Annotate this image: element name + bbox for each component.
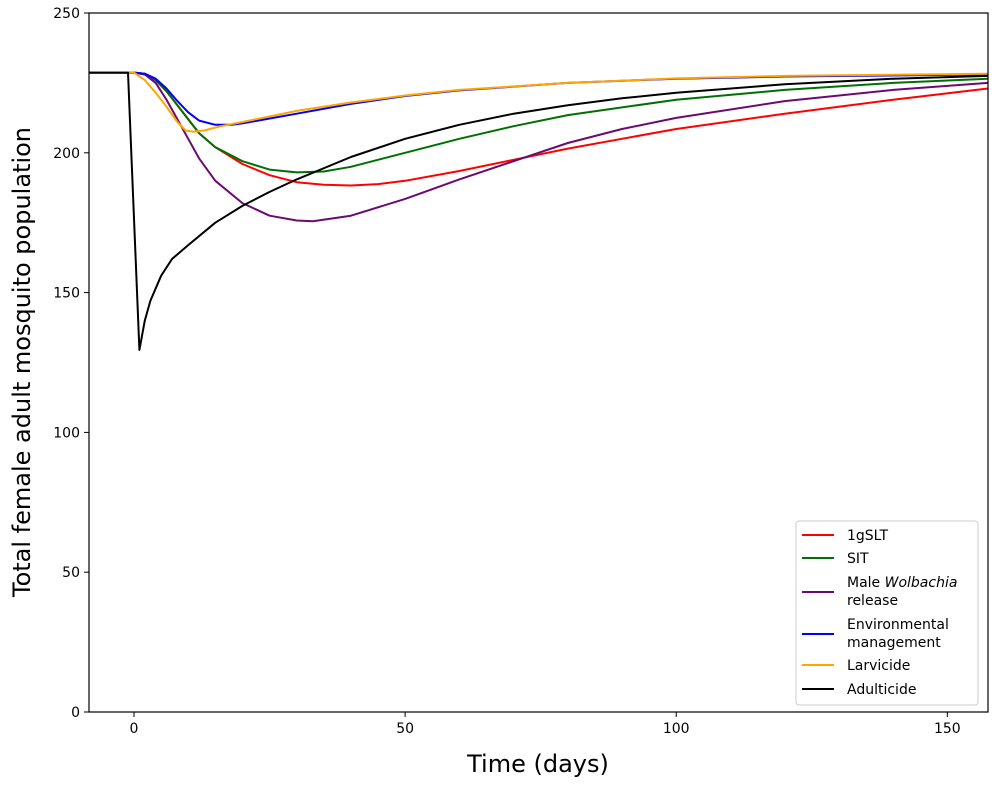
series-line-sit bbox=[89, 71, 989, 174]
y-axis: 0 50 100 150 200 250 bbox=[53, 6, 89, 721]
x-tick-label: 150 bbox=[934, 721, 961, 737]
series-line-larvicide bbox=[89, 71, 989, 133]
y-tick-label: 0 bbox=[71, 705, 80, 721]
legend-label-environmental: Environmental bbox=[847, 617, 949, 633]
series-line-1gslt bbox=[89, 71, 989, 187]
x-tick-label: 100 bbox=[663, 721, 690, 737]
y-tick-label: 200 bbox=[53, 146, 80, 162]
legend-label-environmental-line2: management bbox=[847, 635, 941, 651]
legend: 1gSLT SIT Male Wolbachia release Environ… bbox=[795, 520, 979, 706]
legend-label-larvicide: Larvicide bbox=[847, 658, 910, 674]
y-tick-label: 50 bbox=[62, 565, 80, 581]
y-tick-label: 250 bbox=[53, 6, 80, 22]
legend-label-sit: SIT bbox=[847, 551, 869, 567]
x-tick-label: 0 bbox=[130, 721, 139, 737]
series-lines bbox=[89, 71, 989, 351]
legend-box bbox=[795, 520, 979, 706]
plot-frame bbox=[88, 12, 989, 713]
legend-label-adulticide: Adulticide bbox=[847, 682, 916, 698]
series-line-male-wolbachia-release bbox=[89, 71, 989, 223]
y-tick-label: 150 bbox=[53, 286, 80, 302]
legend-label-1gslt: 1gSLT bbox=[847, 528, 889, 544]
x-axis-label: Time (days) bbox=[466, 750, 609, 778]
series-line-adulticide bbox=[89, 71, 989, 351]
x-axis: 0 50 100 150 bbox=[130, 712, 961, 737]
legend-label-wolbachia-line2: release bbox=[847, 593, 898, 609]
legend-label-wolbachia: Male Wolbachia bbox=[847, 575, 957, 591]
y-tick-label: 100 bbox=[53, 425, 80, 441]
x-tick-label: 50 bbox=[396, 721, 414, 737]
y-axis-label: Total female adult mosquito population bbox=[8, 127, 36, 598]
